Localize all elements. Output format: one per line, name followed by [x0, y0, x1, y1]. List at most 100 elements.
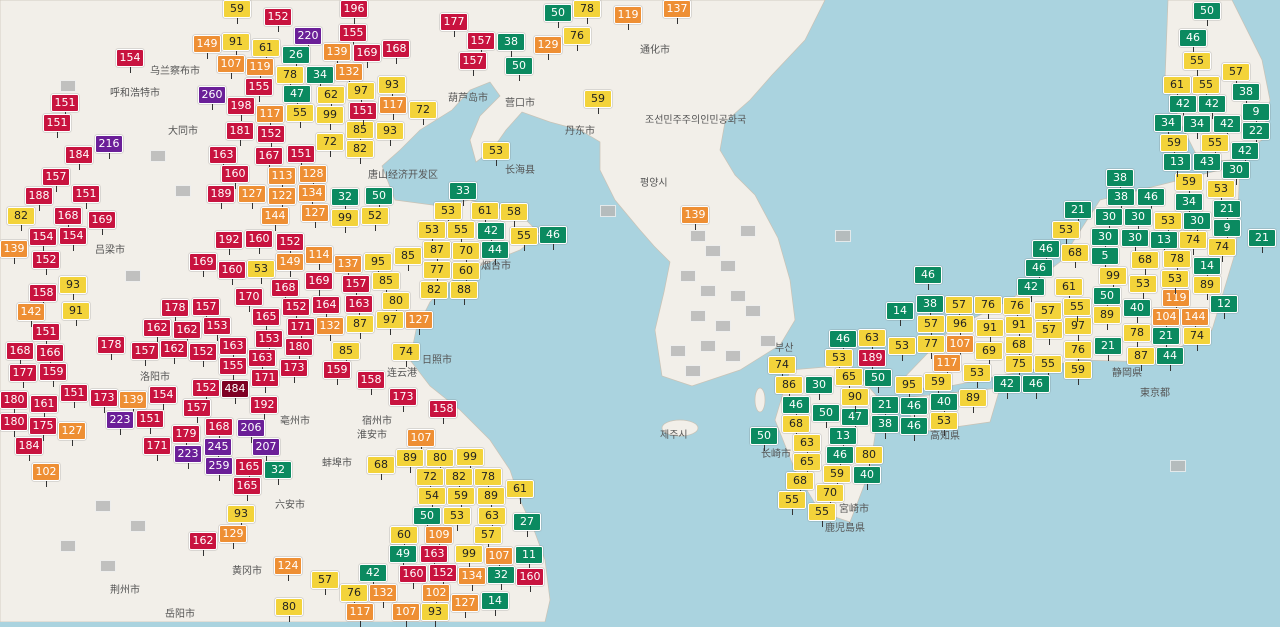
- aqi-station-marker[interactable]: 68: [1131, 251, 1159, 275]
- aqi-station-marker[interactable]: 53: [418, 221, 446, 245]
- aqi-station-marker[interactable]: 128: [299, 165, 327, 189]
- aqi-station-marker[interactable]: 149: [193, 35, 221, 59]
- aqi-station-marker[interactable]: 59: [1175, 173, 1203, 197]
- aqi-station-marker[interactable]: 47: [283, 85, 311, 109]
- aqi-station-marker[interactable]: 184: [15, 437, 43, 461]
- aqi-station-marker[interactable]: 53: [825, 349, 853, 373]
- aqi-station-marker[interactable]: 68: [1005, 336, 1033, 360]
- aqi-station-marker[interactable]: 163: [209, 146, 237, 170]
- aqi-station-marker[interactable]: 74: [1179, 231, 1207, 255]
- aqi-station-marker[interactable]: 96: [946, 315, 974, 339]
- aqi-station-marker[interactable]: 72: [316, 133, 344, 157]
- aqi-station-marker[interactable]: 127: [451, 594, 479, 618]
- aqi-station-marker[interactable]: 153: [203, 317, 231, 341]
- aqi-station-marker[interactable]: 173: [90, 389, 118, 413]
- aqi-station-marker[interactable]: 158: [29, 284, 57, 308]
- aqi-station-marker[interactable]: 33: [449, 182, 477, 206]
- aqi-station-marker[interactable]: 152: [282, 298, 310, 322]
- aqi-station-marker[interactable]: 5: [1091, 247, 1119, 271]
- aqi-station-marker[interactable]: 78: [474, 468, 502, 492]
- no-data-station-marker[interactable]: [730, 290, 746, 302]
- aqi-station-marker[interactable]: 157: [459, 52, 487, 76]
- aqi-station-marker[interactable]: 169: [189, 253, 217, 277]
- no-data-station-marker[interactable]: [1170, 460, 1186, 472]
- aqi-station-marker[interactable]: 85: [332, 342, 360, 366]
- aqi-station-marker[interactable]: 53: [963, 364, 991, 388]
- aqi-station-marker[interactable]: 89: [959, 389, 987, 413]
- aqi-station-marker[interactable]: 152: [276, 233, 304, 257]
- aqi-station-marker[interactable]: 151: [32, 323, 60, 347]
- aqi-station-marker[interactable]: 50: [864, 369, 892, 393]
- no-data-station-marker[interactable]: [685, 365, 701, 377]
- aqi-station-marker[interactable]: 198: [227, 97, 255, 121]
- aqi-station-marker[interactable]: 9: [1242, 103, 1270, 127]
- aqi-station-marker[interactable]: 192: [250, 396, 278, 420]
- aqi-station-marker[interactable]: 55: [1034, 355, 1062, 379]
- aqi-station-marker[interactable]: 42: [477, 222, 505, 246]
- aqi-station-marker[interactable]: 46: [1025, 259, 1053, 283]
- aqi-station-marker[interactable]: 38: [1106, 169, 1134, 193]
- aqi-station-marker[interactable]: 74: [1208, 238, 1236, 262]
- aqi-station-marker[interactable]: 53: [443, 507, 471, 531]
- aqi-station-marker[interactable]: 77: [917, 335, 945, 359]
- aqi-station-marker[interactable]: 142: [17, 303, 45, 327]
- aqi-station-marker[interactable]: 107: [407, 429, 435, 453]
- no-data-station-marker[interactable]: [690, 230, 706, 242]
- aqi-station-marker[interactable]: 169: [88, 211, 116, 235]
- aqi-station-marker[interactable]: 11: [515, 546, 543, 570]
- aqi-station-marker[interactable]: 78: [573, 0, 601, 24]
- aqi-station-marker[interactable]: 91: [62, 302, 90, 326]
- aqi-station-marker[interactable]: 127: [238, 185, 266, 209]
- aqi-station-marker[interactable]: 50: [1193, 2, 1221, 26]
- aqi-station-marker[interactable]: 152: [189, 343, 217, 367]
- aqi-station-marker[interactable]: 107: [485, 547, 513, 571]
- aqi-station-marker[interactable]: 152: [257, 125, 285, 149]
- aqi-station-marker[interactable]: 160: [399, 565, 427, 589]
- aqi-station-marker[interactable]: 53: [1154, 212, 1182, 236]
- aqi-station-marker[interactable]: 32: [331, 188, 359, 212]
- aqi-station-marker[interactable]: 97: [347, 82, 375, 106]
- aqi-station-marker[interactable]: 74: [768, 356, 796, 380]
- aqi-station-marker[interactable]: 88: [450, 281, 478, 305]
- aqi-station-marker[interactable]: 117: [256, 105, 284, 129]
- aqi-station-marker[interactable]: 137: [663, 0, 691, 24]
- aqi-station-marker[interactable]: 59: [1064, 361, 1092, 385]
- aqi-station-marker[interactable]: 54: [418, 487, 446, 511]
- aqi-station-marker[interactable]: 82: [7, 207, 35, 231]
- aqi-station-marker[interactable]: 13: [829, 427, 857, 451]
- no-data-station-marker[interactable]: [130, 520, 146, 532]
- no-data-station-marker[interactable]: [175, 185, 191, 197]
- aqi-station-marker[interactable]: 46: [1032, 240, 1060, 264]
- aqi-station-marker[interactable]: 162: [160, 340, 188, 364]
- aqi-station-marker[interactable]: 179: [172, 425, 200, 449]
- aqi-station-marker[interactable]: 46: [900, 417, 928, 441]
- aqi-station-marker[interactable]: 99: [316, 106, 344, 130]
- aqi-station-marker[interactable]: 119: [246, 58, 274, 82]
- aqi-station-marker[interactable]: 50: [812, 404, 840, 428]
- aqi-station-marker[interactable]: 97: [376, 311, 404, 335]
- aqi-station-marker[interactable]: 46: [914, 266, 942, 290]
- aqi-station-marker[interactable]: 149: [276, 253, 304, 277]
- aqi-station-marker[interactable]: 152: [192, 379, 220, 403]
- aqi-station-marker[interactable]: 63: [793, 434, 821, 458]
- aqi-station-marker[interactable]: 42: [1169, 95, 1197, 119]
- aqi-station-marker[interactable]: 139: [323, 43, 351, 67]
- aqi-station-marker[interactable]: 162: [189, 532, 217, 556]
- aqi-station-marker[interactable]: 132: [316, 317, 344, 341]
- aqi-station-marker[interactable]: 153: [255, 330, 283, 354]
- aqi-station-marker[interactable]: 60: [452, 262, 480, 286]
- aqi-station-marker[interactable]: 78: [276, 66, 304, 90]
- aqi-station-marker[interactable]: 155: [339, 24, 367, 48]
- aqi-station-marker[interactable]: 93: [421, 603, 449, 627]
- aqi-station-marker[interactable]: 9: [1213, 219, 1241, 243]
- aqi-station-marker[interactable]: 89: [1093, 306, 1121, 330]
- aqi-station-marker[interactable]: 157: [131, 342, 159, 366]
- aqi-station-marker[interactable]: 109: [425, 526, 453, 550]
- no-data-station-marker[interactable]: [700, 285, 716, 297]
- aqi-station-marker[interactable]: 132: [335, 63, 363, 87]
- aqi-station-marker[interactable]: 74: [392, 343, 420, 367]
- aqi-station-marker[interactable]: 82: [420, 281, 448, 305]
- aqi-station-marker[interactable]: 55: [808, 503, 836, 527]
- aqi-station-marker[interactable]: 168: [6, 342, 34, 366]
- aqi-station-marker[interactable]: 50: [750, 427, 778, 451]
